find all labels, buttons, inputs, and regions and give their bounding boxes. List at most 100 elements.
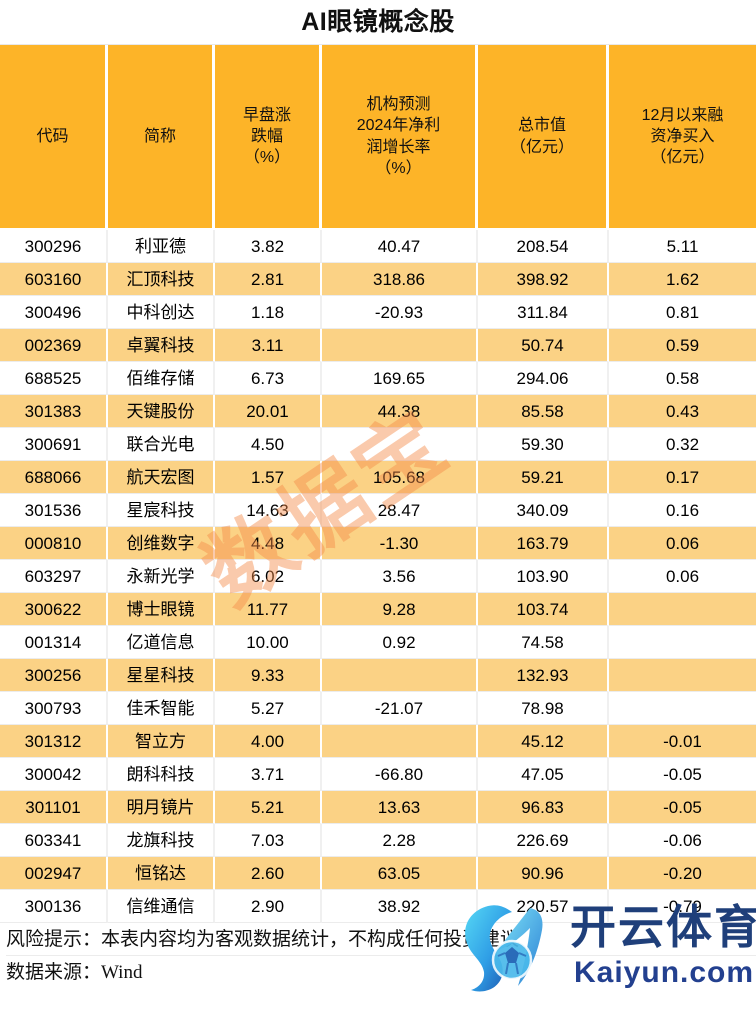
table-row: 300296 利亚德 3.82 40.47 208.54 5.11 — [0, 230, 756, 263]
cell-name: 航天宏图 — [108, 461, 215, 494]
cell-chg: 10.00 — [215, 626, 322, 659]
column-header-forecast-profit-growth: 机构预测 2024年净利 润增长率 （%） — [322, 45, 478, 230]
cell-chg: 9.33 — [215, 659, 322, 692]
table-row: 300256 星星科技 9.33 132.93 — [0, 659, 756, 692]
cell-code: 688066 — [0, 461, 108, 494]
cell-fcst: 63.05 — [322, 857, 478, 890]
table-row: 300042 朗科科技 3.71 -66.80 47.05 -0.05 — [0, 758, 756, 791]
cell-chg: 2.60 — [215, 857, 322, 890]
cell-fcst — [322, 428, 478, 461]
cell-code: 000810 — [0, 527, 108, 560]
table-row: 301383 天键股份 20.01 44.38 85.58 0.43 — [0, 395, 756, 428]
column-header-margin-net-buy: 12月以来融 资净买入 （亿元） — [609, 45, 756, 230]
cell-name: 联合光电 — [108, 428, 215, 461]
cell-fin: 0.43 — [609, 395, 756, 428]
cell-name: 星星科技 — [108, 659, 215, 692]
cell-cap: 50.74 — [478, 329, 609, 362]
table-footer: 风险提示：本表内容均为客观数据统计，不构成任何投资建议 数据来源：Wind — [0, 923, 756, 988]
cell-fin: 0.17 — [609, 461, 756, 494]
risk-note: 风险提示：本表内容均为客观数据统计，不构成任何投资建议 — [6, 923, 756, 956]
cell-code: 300042 — [0, 758, 108, 791]
cell-chg: 2.81 — [215, 263, 322, 296]
cell-name: 天键股份 — [108, 395, 215, 428]
cell-name: 佳禾智能 — [108, 692, 215, 725]
cell-cap: 47.05 — [478, 758, 609, 791]
table-row: 300622 博士眼镜 11.77 9.28 103.74 — [0, 593, 756, 626]
cell-chg: 4.00 — [215, 725, 322, 758]
cell-cap: 294.06 — [478, 362, 609, 395]
cell-code: 688525 — [0, 362, 108, 395]
cell-fcst — [322, 725, 478, 758]
cell-cap: 78.98 — [478, 692, 609, 725]
cell-code: 300622 — [0, 593, 108, 626]
cell-chg: 7.03 — [215, 824, 322, 857]
cell-fin: 5.11 — [609, 230, 756, 263]
cell-name: 星宸科技 — [108, 494, 215, 527]
table-row: 688066 航天宏图 1.57 105.68 59.21 0.17 — [0, 461, 756, 494]
table-row: 300793 佳禾智能 5.27 -21.07 78.98 — [0, 692, 756, 725]
cell-cap: 311.84 — [478, 296, 609, 329]
table-row: 002947 恒铭达 2.60 63.05 90.96 -0.20 — [0, 857, 756, 890]
cell-cap: 208.54 — [478, 230, 609, 263]
cell-code: 603297 — [0, 560, 108, 593]
cell-code: 002369 — [0, 329, 108, 362]
column-header-code: 代码 — [0, 45, 108, 230]
cell-code: 300296 — [0, 230, 108, 263]
table-row: 603297 永新光学 6.02 3.56 103.90 0.06 — [0, 560, 756, 593]
cell-name: 创维数字 — [108, 527, 215, 560]
cell-fin: 0.06 — [609, 527, 756, 560]
table-row: 000810 创维数字 4.48 -1.30 163.79 0.06 — [0, 527, 756, 560]
cell-cap: 132.93 — [478, 659, 609, 692]
cell-fin: 0.32 — [609, 428, 756, 461]
cell-fin: -0.05 — [609, 758, 756, 791]
cell-fcst: -66.80 — [322, 758, 478, 791]
column-header-name: 简称 — [108, 45, 215, 230]
table-row: 301101 明月镜片 5.21 13.63 96.83 -0.05 — [0, 791, 756, 824]
page-title: AI眼镜概念股 — [301, 7, 455, 36]
cell-code: 300136 — [0, 890, 108, 923]
cell-cap: 59.30 — [478, 428, 609, 461]
cell-fcst: 40.47 — [322, 230, 478, 263]
cell-chg: 14.63 — [215, 494, 322, 527]
cell-name: 龙旗科技 — [108, 824, 215, 857]
cell-name: 中科创达 — [108, 296, 215, 329]
cell-code: 301312 — [0, 725, 108, 758]
cell-name: 汇顶科技 — [108, 263, 215, 296]
cell-fin — [609, 593, 756, 626]
cell-code: 603341 — [0, 824, 108, 857]
cell-chg: 4.48 — [215, 527, 322, 560]
cell-fcst: 318.86 — [322, 263, 478, 296]
header-row: 代码 简称 早盘涨 跌幅 （%） 机构预测 2024年净利 润增长率 （%） 总市值 （亿元… — [0, 45, 756, 230]
cell-chg: 6.73 — [215, 362, 322, 395]
cell-chg: 5.21 — [215, 791, 322, 824]
cell-fcst: 105.68 — [322, 461, 478, 494]
cell-fin: 0.81 — [609, 296, 756, 329]
table-row: 603160 汇顶科技 2.81 318.86 398.92 1.62 — [0, 263, 756, 296]
cell-fin — [609, 626, 756, 659]
cell-cap: 220.57 — [478, 890, 609, 923]
cell-chg: 3.11 — [215, 329, 322, 362]
cell-code: 301536 — [0, 494, 108, 527]
table-header: 代码 简称 早盘涨 跌幅 （%） 机构预测 2024年净利 润增长率 （%） 总市值 （亿元… — [0, 45, 756, 230]
cell-name: 卓翼科技 — [108, 329, 215, 362]
cell-cap: 74.58 — [478, 626, 609, 659]
cell-code: 300256 — [0, 659, 108, 692]
cell-code: 301101 — [0, 791, 108, 824]
cell-chg: 3.71 — [215, 758, 322, 791]
cell-fcst: 38.92 — [322, 890, 478, 923]
cell-fin: 0.59 — [609, 329, 756, 362]
table-row: 301312 智立方 4.00 45.12 -0.01 — [0, 725, 756, 758]
table-row: 300691 联合光电 4.50 59.30 0.32 — [0, 428, 756, 461]
cell-fcst: 44.38 — [322, 395, 478, 428]
cell-fin: 0.58 — [609, 362, 756, 395]
cell-name: 佰维存储 — [108, 362, 215, 395]
cell-cap: 59.21 — [478, 461, 609, 494]
column-header-morning-change: 早盘涨 跌幅 （%） — [215, 45, 322, 230]
table-row: 688525 佰维存储 6.73 169.65 294.06 0.58 — [0, 362, 756, 395]
cell-name: 博士眼镜 — [108, 593, 215, 626]
cell-fcst: -21.07 — [322, 692, 478, 725]
cell-chg: 3.82 — [215, 230, 322, 263]
cell-cap: 163.79 — [478, 527, 609, 560]
cell-cap: 103.74 — [478, 593, 609, 626]
